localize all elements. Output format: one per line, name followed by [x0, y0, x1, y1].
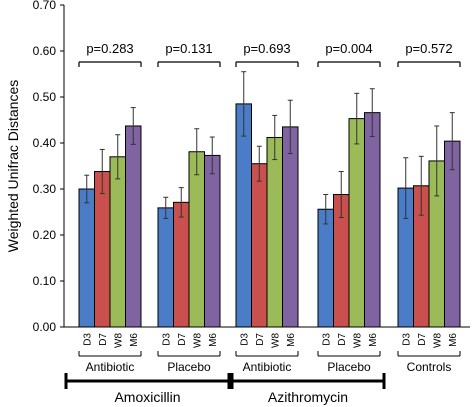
timepoint-label: W8	[192, 333, 203, 348]
group-label: Placebo	[167, 360, 211, 374]
timepoint-label: D7	[417, 333, 428, 346]
timepoint-label: W8	[113, 333, 124, 348]
timepoint-label: M6	[368, 333, 379, 347]
bar	[364, 112, 381, 328]
pvalue-label: p=0.693	[243, 41, 290, 56]
timepoint-label: D7	[255, 333, 266, 346]
y-tick-label: 0.00	[33, 320, 57, 334]
timepoint-label: M6	[208, 333, 219, 347]
bar	[251, 163, 268, 328]
timepoint-label: D3	[401, 333, 412, 346]
timepoint-label: M6	[286, 333, 297, 347]
timepoint-label: M6	[448, 333, 459, 347]
group-label: Placebo	[327, 360, 371, 374]
timepoint-label: D7	[177, 333, 188, 346]
y-axis-label-group: Weighted Unifrac Distances	[5, 80, 21, 252]
bar	[317, 208, 334, 328]
drug-label: Azithromycin	[268, 389, 348, 405]
y-axis-label: Weighted Unifrac Distances	[5, 80, 21, 252]
bar	[94, 171, 111, 328]
bar	[348, 118, 365, 328]
bar	[266, 136, 283, 328]
timepoint-label: W8	[270, 333, 281, 348]
group-label: Antibiotic	[86, 360, 135, 374]
timepoint-label: D7	[337, 333, 348, 346]
bar	[109, 156, 126, 328]
bar	[173, 201, 190, 328]
labels: D3 D7 W8 M6 p=0.283 Antibiotic D3 D7 W8 M6 p=0.131…	[64, 41, 461, 405]
bar	[188, 151, 205, 328]
y-tick-label: 0.30	[33, 182, 57, 196]
y-tick-label: 0.50	[33, 90, 57, 104]
timepoint-label: D3	[82, 333, 93, 346]
timepoint-label: D3	[239, 333, 250, 346]
pvalue-label: p=0.004	[325, 41, 372, 56]
bar	[204, 154, 221, 328]
pvalue-label: p=0.572	[405, 41, 452, 56]
timepoint-label: D7	[98, 333, 109, 346]
group-label: Antibiotic	[243, 360, 292, 374]
y-tick-label: 0.40	[33, 136, 57, 150]
y-tick-label: 0.20	[33, 228, 57, 242]
bar	[157, 207, 174, 328]
timepoint-label: W8	[432, 333, 443, 348]
y-tick-label: 0.10	[33, 274, 57, 288]
y-tick-label: 0.60	[33, 44, 57, 58]
pvalue-label: p=0.131	[165, 41, 212, 56]
group-label: Controls	[407, 360, 452, 374]
timepoint-label: D3	[161, 333, 172, 346]
pvalue-label: p=0.283	[86, 41, 133, 56]
bar	[125, 125, 142, 328]
bar	[235, 103, 252, 328]
timepoint-label: M6	[129, 333, 140, 347]
bar	[78, 188, 95, 328]
y-tick-label: 0.70	[33, 0, 57, 12]
drug-label: Amoxicillin	[114, 389, 180, 405]
bar	[282, 126, 299, 328]
timepoint-label: D3	[321, 333, 332, 346]
bars	[78, 71, 461, 328]
timepoint-label: W8	[352, 333, 363, 348]
